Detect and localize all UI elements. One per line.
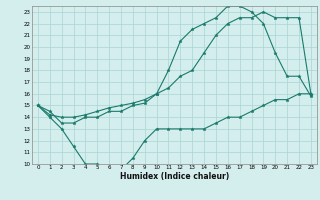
X-axis label: Humidex (Indice chaleur): Humidex (Indice chaleur) — [120, 172, 229, 181]
